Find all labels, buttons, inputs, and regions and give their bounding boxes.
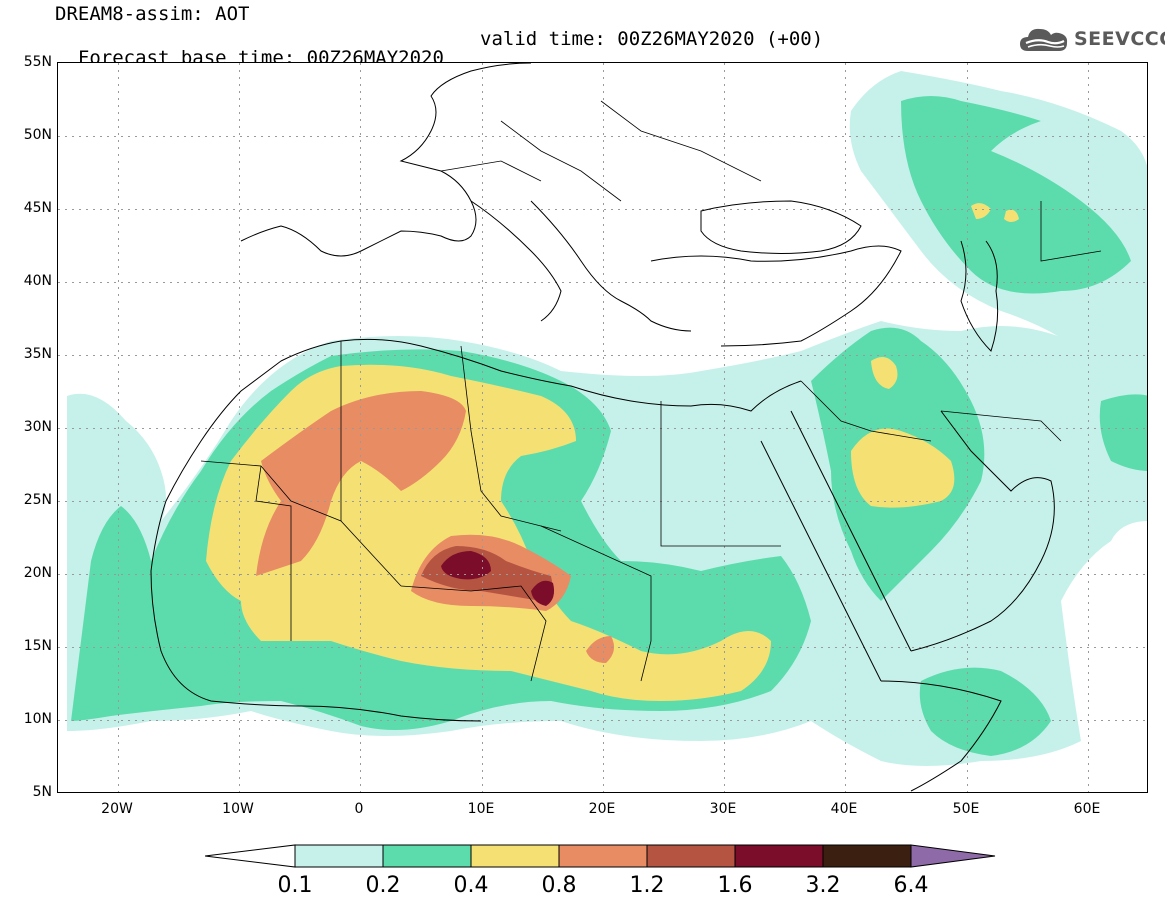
lat-label: 55N (23, 54, 52, 70)
coastlines-borders (150, 63, 1055, 792)
lat-label: 5N (32, 784, 52, 800)
aot-band-0.2-caspian (901, 96, 1131, 294)
europe-coast (240, 63, 532, 257)
colorbar-label: 0.1 (277, 873, 313, 898)
lon-label: 60E (1073, 801, 1101, 817)
colorbar-label: 6.4 (893, 873, 929, 898)
lat-label: 45N (23, 200, 52, 216)
colorbar-label: 0.2 (365, 873, 401, 898)
aot-band-1.6-niger (441, 551, 491, 580)
colorbar-label: 1.2 (629, 873, 665, 898)
map-panel (57, 62, 1148, 793)
valid-time-text: valid time: 00Z26MAY2020 (+00) (480, 28, 824, 50)
cloud-icon (1020, 28, 1068, 51)
balkans-greece-coast (530, 200, 692, 332)
colorbar-high-arrow (910, 844, 996, 868)
colorbar-swatch (294, 844, 384, 868)
lon-label: 40E (830, 801, 858, 817)
colorbar (205, 844, 996, 868)
colorbar-label: 0.8 (541, 873, 577, 898)
lon-label: 0 (354, 801, 364, 817)
lon-label: 10W (222, 801, 254, 817)
lat-label: 35N (23, 346, 52, 362)
caspian-sea (960, 240, 999, 352)
west-africa-coast (150, 570, 482, 722)
aot-band-0.4-iraq (871, 357, 898, 389)
aot-band-0.8-sudan (586, 636, 615, 663)
north-africa-coast (150, 338, 802, 572)
colorbar-swatch (470, 844, 560, 868)
chart-title: DREAM8-assim: AOT (55, 3, 250, 25)
aot-band-0.8-west (256, 391, 466, 576)
lat-label: 20N (23, 565, 52, 581)
logo-text: SEEVCCC (1074, 28, 1165, 50)
lat-label: 10N (23, 711, 52, 727)
colorbar-swatch (558, 844, 648, 868)
lat-label: 50N (23, 127, 52, 143)
aot-band-0.4-arabia (851, 428, 955, 508)
colorbar-label: 0.4 (453, 873, 489, 898)
map-svg (58, 63, 1147, 792)
aot-band-0.2-horn (919, 667, 1051, 756)
horn-africa (880, 680, 1002, 792)
gridlines (58, 63, 1147, 792)
turkey-coast (650, 245, 902, 347)
lon-label: 20E (588, 801, 616, 817)
colorbar-label: 3.2 (805, 873, 841, 898)
aot-field-layers (67, 71, 1147, 766)
lat-label: 40N (23, 273, 52, 289)
lat-label: 30N (23, 419, 52, 435)
colorbar-swatch (734, 844, 824, 868)
lon-label: 30E (709, 801, 737, 817)
colorbar-swatch (646, 844, 736, 868)
red-sea-east (790, 410, 912, 652)
lon-label: 10E (467, 801, 495, 817)
lon-label: 50E (952, 801, 980, 817)
colorbar-low-arrow (205, 844, 296, 868)
aot-band-0.2-iran (1099, 394, 1147, 471)
colorbar-label: 1.6 (717, 873, 753, 898)
lat-label: 15N (23, 638, 52, 654)
aot-band-0.4-kazakh (971, 203, 1019, 222)
seevccc-logo: SEEVCCC (1018, 25, 1165, 53)
lat-label: 25N (23, 492, 52, 508)
colorbar-swatch (382, 844, 472, 868)
arabia-coast (910, 410, 1055, 652)
colorbar-swatch (822, 844, 912, 868)
lon-label: 20W (101, 801, 133, 817)
red-sea-west (760, 440, 882, 682)
black-sea (700, 200, 862, 254)
aot-band-1.6-chad (531, 580, 555, 606)
italy-coast (470, 200, 562, 322)
country-borders (200, 100, 1102, 682)
